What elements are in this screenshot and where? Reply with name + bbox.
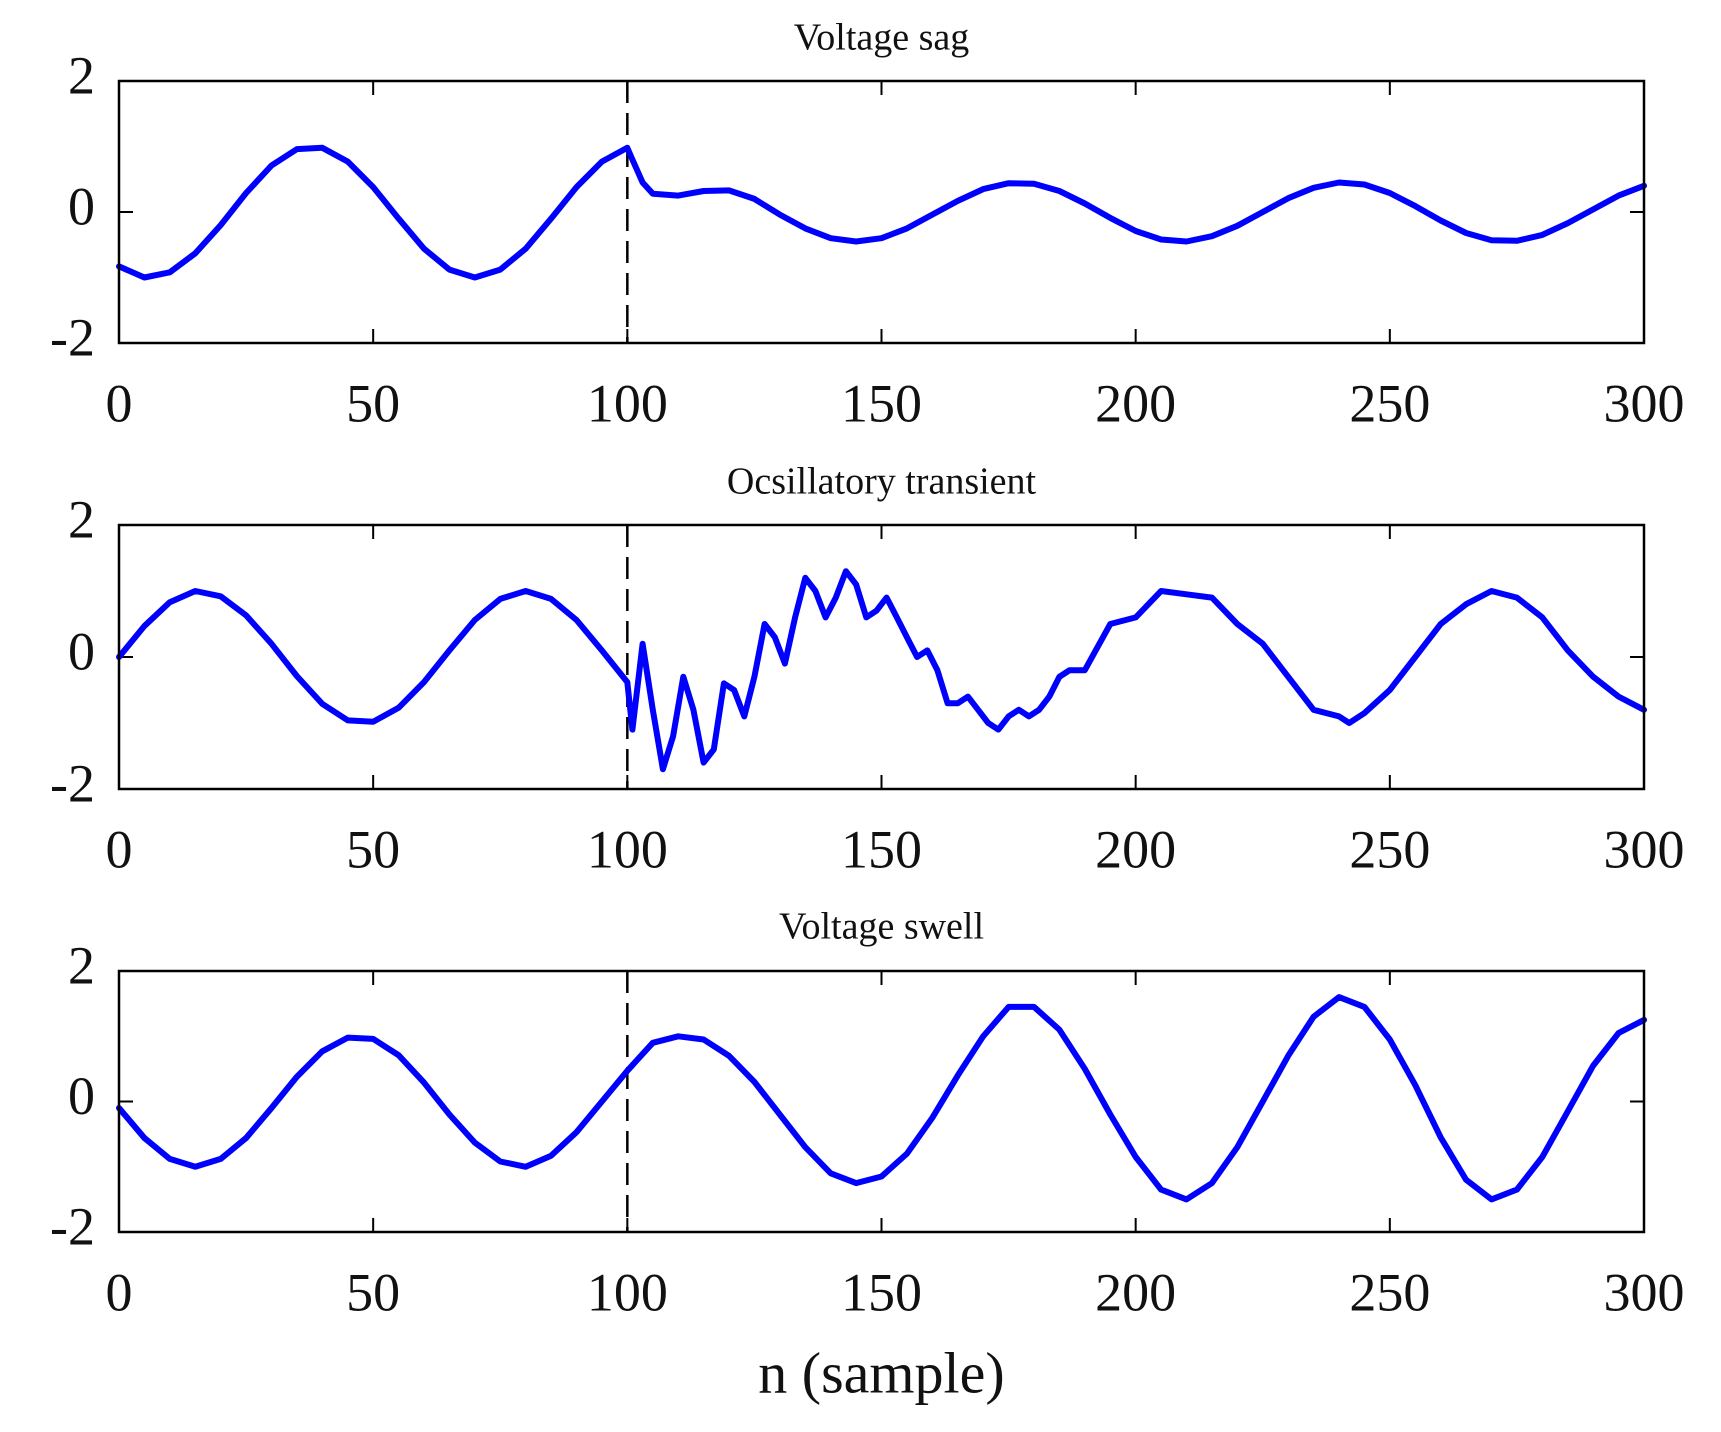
- x-tick-label: 200: [1095, 1262, 1176, 1322]
- x-axis-label: n (sample): [758, 1340, 1004, 1405]
- x-tick-label: 0: [106, 373, 133, 433]
- y-tick-label: 0: [68, 1066, 95, 1126]
- x-tick-label: 50: [346, 1262, 400, 1322]
- x-tick-label: 300: [1604, 1262, 1685, 1322]
- signal-line: [116, 994, 1647, 1203]
- y-tick-label: 0: [68, 176, 95, 236]
- x-tick-label: 150: [841, 819, 922, 879]
- y-tick-label: -2: [50, 753, 95, 813]
- axes-frame: [117, 523, 1646, 791]
- x-tick-label: 300: [1604, 373, 1685, 433]
- y-tick-label: -2: [50, 307, 95, 367]
- panel-title: Ocsillatory transient: [727, 461, 1037, 503]
- x-tick-label: 150: [841, 1262, 922, 1322]
- signal-line: [116, 568, 1647, 773]
- x-tick-label: 250: [1349, 819, 1430, 879]
- y-tick-label: 2: [68, 45, 95, 105]
- panel-title: Voltage swell: [779, 906, 984, 948]
- x-tick-label: 200: [1095, 373, 1176, 433]
- x-tick-label: 200: [1095, 819, 1176, 879]
- axes-frame: [117, 79, 1646, 345]
- panel-title: Voltage sag: [794, 17, 970, 59]
- y-tick-label: 2: [68, 489, 95, 549]
- x-tick-label: 100: [587, 373, 668, 433]
- axes-frame: [117, 969, 1646, 1234]
- x-tick-label: 100: [587, 1262, 668, 1322]
- x-tick-label: 250: [1349, 1262, 1430, 1322]
- x-tick-label: 0: [106, 819, 133, 879]
- y-tick-label: -2: [50, 1196, 95, 1256]
- x-tick-label: 150: [841, 373, 922, 433]
- y-tick-label: 2: [68, 935, 95, 995]
- x-tick-label: 0: [106, 1262, 133, 1322]
- x-tick-label: 250: [1349, 373, 1430, 433]
- x-tick-label: 50: [346, 373, 400, 433]
- x-tick-label: 100: [587, 819, 668, 879]
- y-tick-label: 0: [68, 621, 95, 681]
- x-tick-label: 300: [1604, 819, 1685, 879]
- x-tick-label: 50: [346, 819, 400, 879]
- signal-line: [116, 144, 1647, 281]
